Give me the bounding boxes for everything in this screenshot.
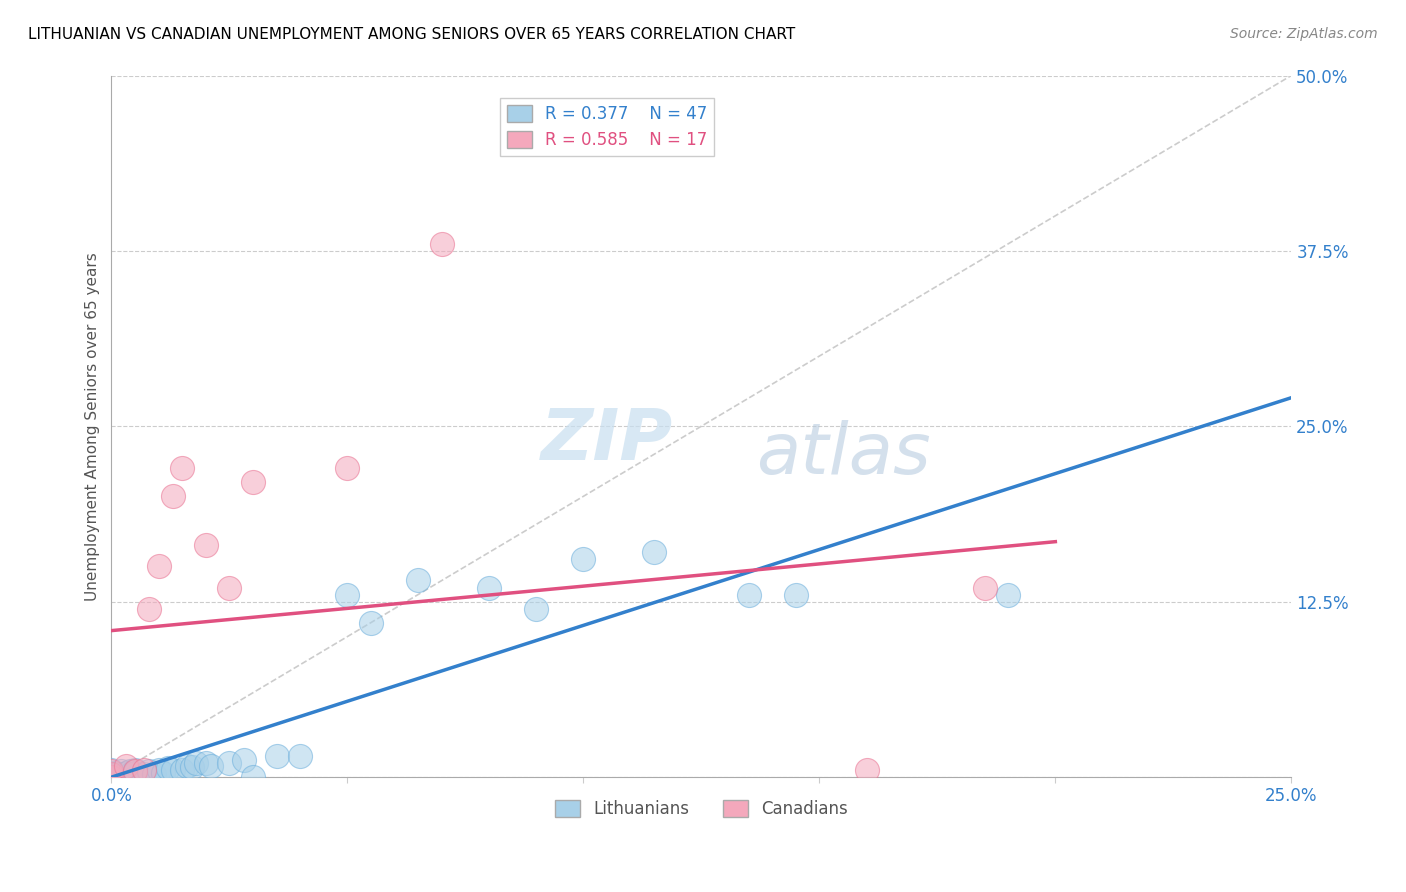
Point — [148, 559, 170, 574]
Point — [120, 767, 142, 781]
Point — [176, 758, 198, 772]
Point — [105, 770, 128, 784]
Point — [110, 767, 132, 781]
Point — [100, 767, 122, 781]
Point — [114, 765, 136, 780]
Text: LITHUANIAN VS CANADIAN UNEMPLOYMENT AMONG SENIORS OVER 65 YEARS CORRELATION CHAR: LITHUANIAN VS CANADIAN UNEMPLOYMENT AMON… — [28, 27, 796, 42]
Point — [290, 748, 312, 763]
Point — [134, 763, 156, 777]
Point — [134, 767, 156, 781]
Point — [105, 767, 128, 781]
Point — [266, 748, 288, 763]
Point — [785, 587, 807, 601]
Point — [114, 770, 136, 784]
Point — [194, 538, 217, 552]
Point — [855, 763, 877, 777]
Point — [124, 770, 146, 784]
Point — [100, 767, 122, 781]
Point — [124, 765, 146, 780]
Point — [973, 581, 995, 595]
Point — [572, 552, 595, 566]
Point — [997, 587, 1019, 601]
Point — [100, 770, 122, 784]
Point — [157, 761, 180, 775]
Point — [114, 758, 136, 772]
Point — [242, 770, 264, 784]
Point — [148, 763, 170, 777]
Point — [336, 461, 359, 475]
Point — [142, 767, 165, 781]
Point — [100, 770, 122, 784]
Point — [737, 587, 759, 601]
Point — [172, 461, 194, 475]
Point — [124, 764, 146, 779]
Point — [186, 756, 208, 770]
Point — [336, 587, 359, 601]
Point — [120, 764, 142, 779]
Point — [110, 764, 132, 779]
Point — [172, 763, 194, 777]
Y-axis label: Unemployment Among Seniors over 65 years: Unemployment Among Seniors over 65 years — [86, 252, 100, 600]
Point — [152, 765, 174, 780]
Text: ZIP: ZIP — [541, 406, 673, 475]
Point — [200, 758, 222, 772]
Text: Source: ZipAtlas.com: Source: ZipAtlas.com — [1230, 27, 1378, 41]
Point — [430, 236, 453, 251]
Point — [478, 581, 501, 595]
Point — [406, 574, 429, 588]
Point — [180, 760, 202, 774]
Point — [100, 770, 122, 784]
Point — [100, 765, 122, 780]
Point — [100, 770, 122, 784]
Point — [162, 489, 184, 503]
Point — [100, 763, 122, 777]
Point — [643, 545, 665, 559]
Point — [162, 763, 184, 777]
Point — [138, 601, 160, 615]
Point — [360, 615, 382, 630]
Point — [218, 581, 240, 595]
Text: atlas: atlas — [755, 420, 931, 489]
Point — [232, 753, 254, 767]
Point — [242, 475, 264, 490]
Point — [138, 764, 160, 779]
Point — [124, 763, 146, 777]
Legend: Lithuanians, Canadians: Lithuanians, Canadians — [548, 793, 855, 824]
Point — [194, 756, 217, 770]
Point — [100, 764, 122, 779]
Point — [218, 756, 240, 770]
Point — [110, 770, 132, 784]
Point — [524, 601, 547, 615]
